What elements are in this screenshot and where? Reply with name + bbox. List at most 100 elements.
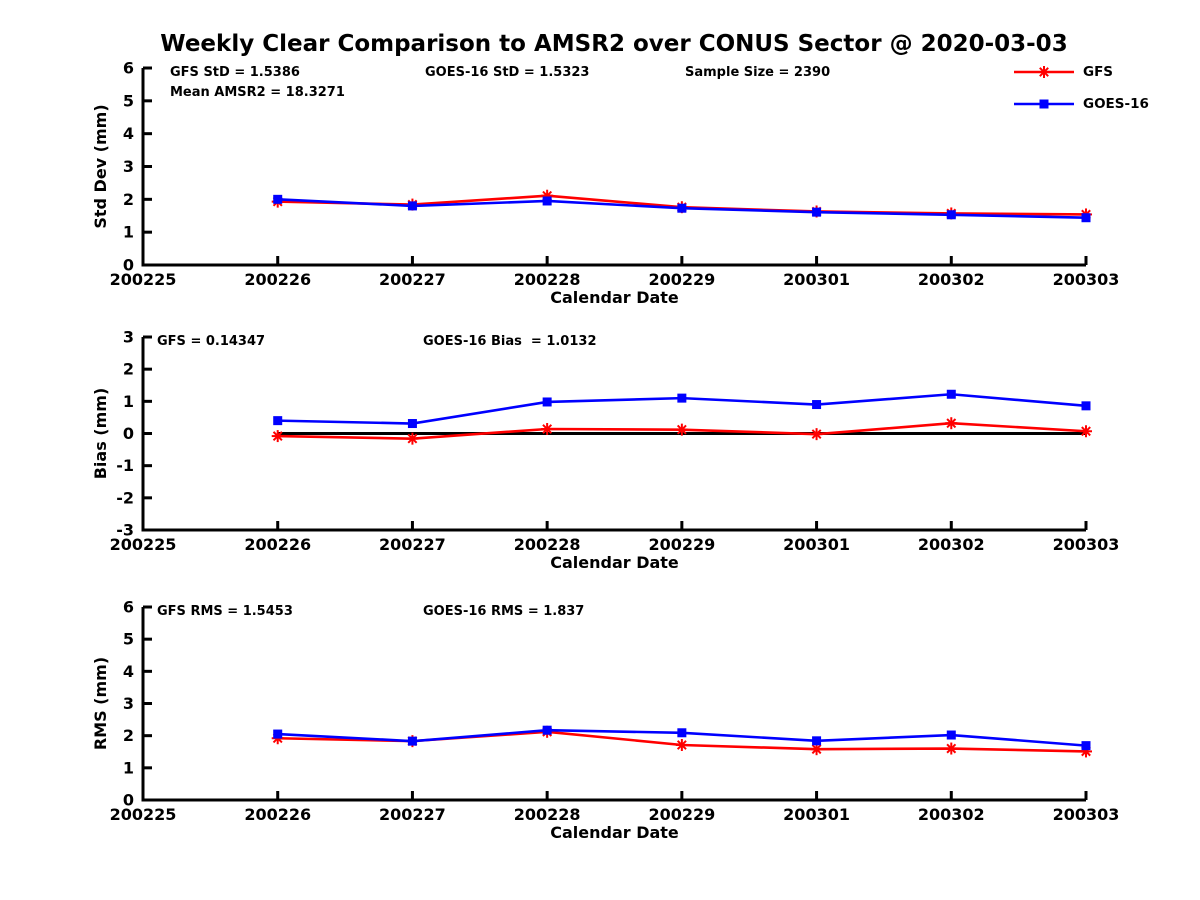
annotation: GOES-16 Bias = 1.0132 [423, 334, 597, 349]
legend-item-gfs: GFS [1012, 62, 1149, 82]
x-tick-label: 200228 [514, 535, 581, 554]
x-tick-label: 200226 [244, 270, 311, 289]
x-tick-label: 200302 [918, 270, 985, 289]
y-tick-label: 3 [123, 328, 134, 347]
x-tick-label: 200226 [244, 535, 311, 554]
square-marker [273, 416, 283, 426]
y-tick-label: -1 [116, 456, 134, 475]
square-marker [407, 419, 417, 429]
annotation: GFS StD = 1.5386 [170, 65, 300, 80]
x-axis: 200225 200226 200227 200228 200229 200301 2003… [110, 521, 1119, 572]
x-tick-label: 200227 [379, 805, 446, 824]
legend-label: GOES-16 [1083, 96, 1149, 112]
asterisk-marker [675, 423, 688, 436]
square-legend-icon [1014, 99, 1074, 109]
x-axis: 200225 200226 200227 200228 200229 200301 2003… [110, 256, 1120, 307]
y-tick-label: -2 [116, 488, 134, 507]
x-tick-label: 200227 [379, 270, 446, 289]
square-marker [677, 203, 687, 213]
square-marker [677, 393, 687, 403]
x-tick-label: 200225 [110, 535, 177, 554]
square-marker [812, 207, 822, 217]
annotation: GFS RMS = 1.5453 [157, 604, 293, 619]
y-tick-label: 0 [123, 256, 134, 275]
y-tick-label: 4 [123, 124, 134, 143]
x-tick-label: 200301 [783, 805, 850, 824]
square-marker [946, 730, 956, 740]
square-marker [946, 389, 956, 399]
square-marker [273, 194, 283, 204]
y-axis: 0 1 2 3 4 5 6 Std Dev (mm) [91, 59, 152, 275]
x-tick-label: 200303 [1053, 270, 1120, 289]
x-tick-label: 200229 [648, 535, 715, 554]
square-marker [812, 736, 822, 746]
y-tick-label: 1 [123, 758, 134, 777]
asterisk-marker [810, 428, 823, 441]
series-gfs [271, 417, 1092, 445]
x-tick-label: 200228 [514, 805, 581, 824]
asterisk-marker [1080, 425, 1092, 438]
y-tick-label: 0 [123, 424, 134, 443]
series-goes-16 [273, 194, 1091, 223]
x-tick-label: 200302 [918, 535, 985, 554]
y-tick-label: 3 [123, 157, 134, 176]
x-axis: 200225 200226 200227 200228 200229 200301 2003… [110, 791, 1119, 842]
y-axis-label: RMS (mm) [91, 657, 110, 750]
asterisk-marker [541, 422, 554, 435]
legend-item-goes-16: GOES-16 [1012, 94, 1149, 114]
y-tick-label: 3 [123, 694, 134, 713]
x-tick-label: 200225 [110, 805, 177, 824]
square-marker [1039, 99, 1049, 109]
y-tick-label: 2 [123, 190, 134, 209]
annotation: Mean AMSR2 = 18.3271 [170, 85, 345, 100]
chart-title: Weekly Clear Comparison to AMSR2 over CO… [160, 31, 1068, 57]
y-axis-label: Std Dev (mm) [91, 104, 110, 228]
square-marker [1081, 401, 1091, 411]
legend-label: GFS [1083, 64, 1114, 80]
annotation: Sample Size = 2390 [685, 65, 830, 80]
x-tick-label: 200302 [918, 805, 985, 824]
square-marker [677, 728, 687, 738]
square-marker [542, 397, 552, 407]
square-marker [946, 210, 956, 220]
y-tick-label: 6 [123, 59, 134, 78]
plot-annotations: GFS = 0.14347 GOES-16 Bias = 1.0132 [157, 334, 597, 349]
series-goes-16 [273, 725, 1091, 751]
y-tick-label: 0 [123, 791, 134, 810]
asterisk-marker [945, 417, 958, 430]
x-tick-label: 200225 [110, 270, 177, 289]
square-marker [1081, 741, 1091, 751]
square-marker [1081, 213, 1091, 223]
y-axis: -3 -2 -1 0 1 2 3 Bias (mm) [91, 328, 152, 540]
asterisk-marker [810, 743, 823, 756]
square-marker [407, 736, 417, 746]
x-axis-label: Calendar Date [550, 288, 679, 307]
y-tick-label: 5 [123, 630, 134, 649]
x-tick-label: 200229 [648, 805, 715, 824]
square-marker [407, 201, 417, 211]
y-tick-label: 5 [123, 91, 134, 110]
y-tick-label: 6 [123, 598, 134, 617]
plot-annotations: GFS RMS = 1.5453 GOES-16 RMS = 1.837 [157, 604, 584, 619]
y-axis: 0 1 2 3 4 5 6 RMS (mm) [91, 598, 152, 810]
y-tick-label: 2 [123, 360, 134, 379]
square-marker [542, 725, 552, 735]
legend: GFS GOES-16 [1012, 62, 1149, 126]
series-goes-16 [273, 389, 1091, 429]
asterisk-marker [1038, 66, 1050, 78]
asterisk-marker [406, 432, 419, 445]
square-marker [273, 729, 283, 739]
asterisk-legend-icon [1014, 66, 1074, 78]
square-marker [542, 196, 552, 206]
annotation: GOES-16 StD = 1.5323 [425, 65, 589, 80]
asterisk-marker [271, 430, 284, 443]
asterisk-marker [945, 742, 958, 755]
axis-spines [141, 607, 1086, 802]
x-axis-label: Calendar Date [550, 823, 679, 842]
y-tick-label: 2 [123, 726, 134, 745]
x-tick-label: 200226 [244, 805, 311, 824]
